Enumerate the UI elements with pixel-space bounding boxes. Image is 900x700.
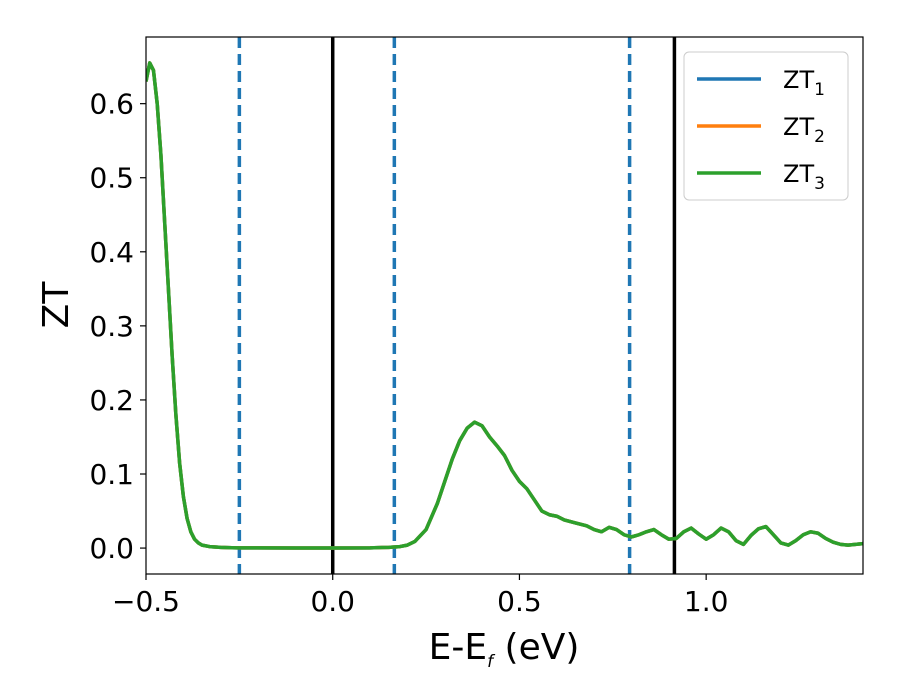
legend-label-zt2: ZT2 <box>783 113 825 147</box>
legend-label-zt1: ZT1 <box>783 66 825 100</box>
y-tick-label: 0.3 <box>89 310 134 343</box>
y-tick-label: 0.6 <box>89 88 134 121</box>
y-tick-label: 0.4 <box>89 236 134 269</box>
y-tick-label: 0.0 <box>89 532 134 565</box>
reference-lines <box>237 37 677 574</box>
y-tick-label: 0.5 <box>89 162 134 195</box>
x-tick-label: 0.0 <box>310 585 355 618</box>
x-tick-label: 0.5 <box>497 585 542 618</box>
y-tick-label: 0.2 <box>89 384 134 417</box>
x-axis-label: E-Ef (eV) <box>429 627 580 672</box>
x-tick-label: −0.5 <box>112 585 180 618</box>
legend-box <box>683 51 849 201</box>
x-axis: −0.5 0.0 0.5 1.0 <box>112 574 728 618</box>
legend-label-zt3: ZT3 <box>783 160 825 194</box>
series-layer <box>146 61 863 550</box>
y-tick-label: 0.1 <box>89 458 134 491</box>
series-line-zt3 <box>146 61 863 550</box>
legend: ZT1 ZT2 ZT3 <box>683 51 849 201</box>
plot-frame <box>145 36 864 575</box>
y-axis: 0.0 0.1 0.2 0.3 0.4 0.5 0.6 <box>89 88 146 565</box>
y-axis-label: ZT <box>36 281 77 329</box>
x-tick-label: 1.0 <box>684 585 729 618</box>
